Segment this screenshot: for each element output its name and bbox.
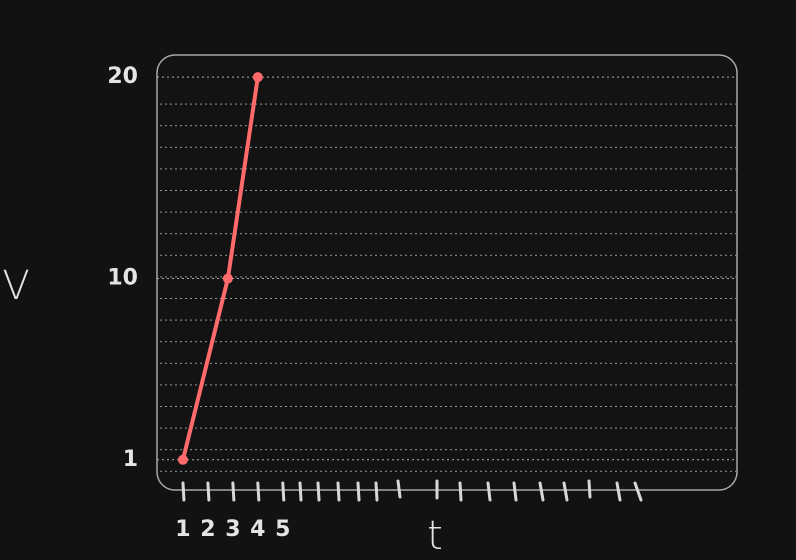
y-tick-label: 1: [123, 447, 138, 472]
ruled-lines: [157, 92, 737, 482]
y-tick-label: 10: [107, 266, 138, 291]
x-tick-label: 2: [200, 517, 215, 542]
point: [177, 454, 188, 465]
x-tick: [256, 481, 261, 502]
point: [252, 72, 263, 83]
x-tick-label: 1: [175, 517, 190, 542]
y-tick-label: 20: [107, 64, 138, 89]
point: [222, 273, 233, 284]
x-tick: [231, 481, 236, 502]
x-tick: [206, 481, 211, 502]
y-axis-label: V: [2, 263, 29, 309]
extra-hash-marks: [298, 479, 643, 502]
x-tick-label: 5: [275, 517, 290, 542]
x-tick-label: 4: [250, 517, 265, 542]
x-tick-label: 3: [225, 517, 240, 542]
x-tick: [181, 481, 186, 502]
x-axis-label: t: [427, 513, 443, 559]
x-tick: [281, 481, 286, 502]
